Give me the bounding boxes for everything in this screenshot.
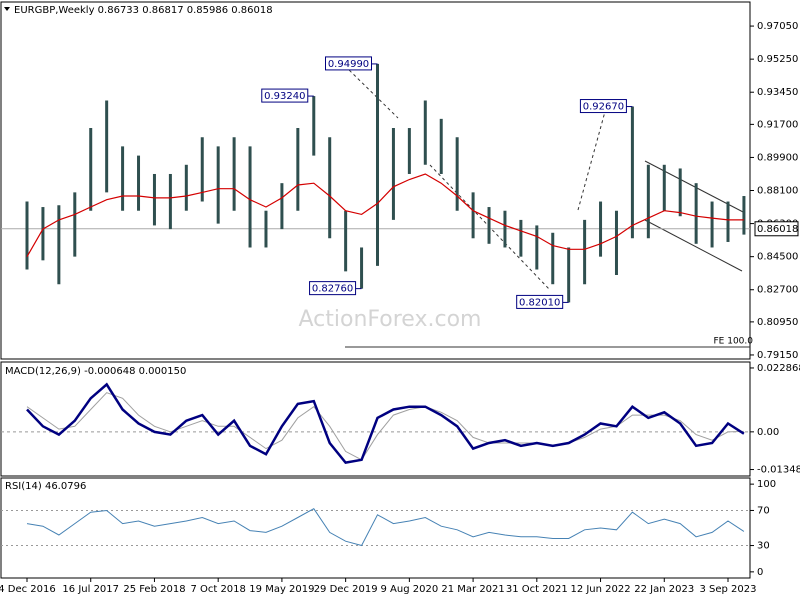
y-tick-label: 0.89900 <box>757 152 798 163</box>
annotation-label: 0.82760 <box>312 284 353 295</box>
annotation-box <box>261 88 309 103</box>
trend-dashed <box>344 65 399 119</box>
y-tick-label: 0.00 <box>757 427 779 438</box>
rsi-panel <box>0 477 751 579</box>
macd-panel <box>0 361 751 477</box>
y-tick-label: 0.79150 <box>757 350 798 361</box>
annotation-label: 0.94990 <box>328 59 369 70</box>
macd-line <box>26 382 745 464</box>
annotation-box <box>309 281 357 296</box>
x-tick-label: 25 Feb 2018 <box>123 584 185 595</box>
x-tick-label: 19 May 2019 <box>249 584 314 595</box>
x-tick-label: 12 Jun 2022 <box>570 584 630 595</box>
annotation-box <box>325 56 372 71</box>
x-tick-label: 21 Mar 2021 <box>441 584 504 595</box>
annotation-box <box>516 294 564 309</box>
x-tick-label: 31 Oct 2021 <box>506 584 568 595</box>
current-price-label: 0.86018 <box>757 224 798 235</box>
rsi-line <box>26 508 745 547</box>
price-panel <box>0 1 751 360</box>
rsi-title: RSI(14) 46.0796 <box>5 481 86 492</box>
signal-line <box>26 392 744 461</box>
annotation-label: 0.92670 <box>583 102 624 113</box>
y-tick-label: 0.82700 <box>757 285 798 296</box>
x-tick-label: 29 Dec 2019 <box>314 584 378 595</box>
y-tick-label: 30 <box>757 541 770 552</box>
y-tick-label: 0.80950 <box>757 317 798 328</box>
y-tick-label: 0.91700 <box>757 119 798 130</box>
x-tick-label: 22 Jan 2023 <box>634 584 694 595</box>
watermark: ActionForex.com <box>299 307 482 332</box>
y-tick-label: 0.95250 <box>757 54 798 65</box>
price-title: EURGBP,Weekly 0.86733 0.86817 0.85986 0.… <box>14 5 273 16</box>
y-tick-label: -0.013487 <box>757 465 800 476</box>
y-tick-label: 0.84500 <box>757 252 798 263</box>
x-tick-label: 4 Dec 2016 <box>0 584 56 595</box>
trend-dashed <box>577 107 607 211</box>
x-tick-label: 16 Jul 2017 <box>62 584 119 595</box>
macd-title: MACD(12,26,9) -0.000648 0.000150 <box>5 366 186 377</box>
x-tick-label: 7 Oct 2018 <box>190 584 245 595</box>
title-arrow <box>4 7 10 11</box>
x-tick-label: 3 Sep 2023 <box>699 584 756 595</box>
y-tick-label: 0.022868 <box>757 363 800 374</box>
y-tick-label: 0.88100 <box>757 186 798 197</box>
annotation-label: 0.82010 <box>519 297 560 308</box>
y-tick-label: 0.97050 <box>757 21 798 32</box>
y-tick-label: 100 <box>757 479 776 490</box>
y-tick-label: 70 <box>757 505 770 516</box>
y-tick-label: 0 <box>757 567 763 578</box>
moving-average <box>26 173 744 257</box>
fe-label: FE 100.0 <box>714 337 754 347</box>
annotation-box <box>579 99 627 114</box>
y-tick-label: 0.93450 <box>757 87 798 98</box>
current-price-box <box>754 221 799 237</box>
annotation-label: 0.93240 <box>264 91 305 102</box>
x-tick-label: 9 Aug 2020 <box>381 584 439 595</box>
